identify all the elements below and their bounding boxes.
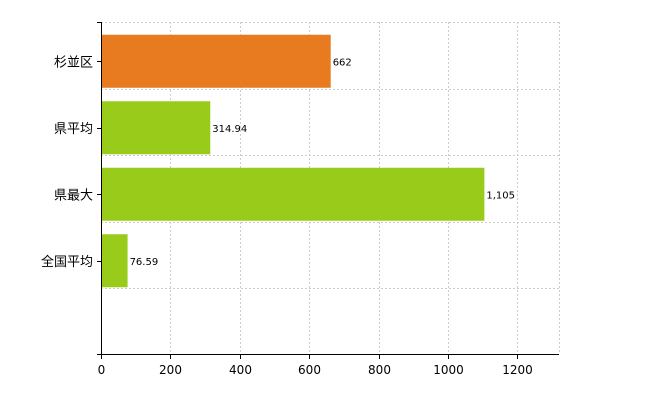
x-tick-label-400: 400 bbox=[229, 363, 252, 377]
bar-4 bbox=[101, 234, 128, 288]
bar-2 bbox=[101, 101, 211, 155]
category-label-2: 県平均 bbox=[54, 122, 93, 137]
labels: 杉並区 662 県平均 314.94 県最大 1,105 全国平均 76.59 0 200 400 6… bbox=[41, 55, 533, 377]
x-tick-label-600: 600 bbox=[298, 363, 321, 377]
axes bbox=[97, 22, 559, 359]
bar-1 bbox=[101, 34, 331, 88]
x-tick-label-1200: 1200 bbox=[502, 363, 533, 377]
x-tick-label-200: 200 bbox=[159, 363, 182, 377]
x-tick-label-0: 0 bbox=[98, 363, 106, 377]
data-label-2: 314.94 bbox=[212, 124, 247, 135]
category-label-1: 杉並区 bbox=[54, 55, 93, 70]
x-tick-label-1000: 1000 bbox=[433, 363, 464, 377]
grid-lines bbox=[101, 22, 560, 354]
bar-3 bbox=[101, 167, 485, 221]
category-label-4: 全国平均 bbox=[41, 254, 93, 270]
data-label-3: 1,105 bbox=[486, 190, 515, 201]
data-label-4: 76.59 bbox=[130, 257, 159, 268]
x-tick-label-800: 800 bbox=[368, 363, 391, 377]
category-label-3: 県最大 bbox=[54, 188, 93, 203]
bars bbox=[101, 34, 485, 288]
data-label-1: 662 bbox=[333, 57, 352, 68]
